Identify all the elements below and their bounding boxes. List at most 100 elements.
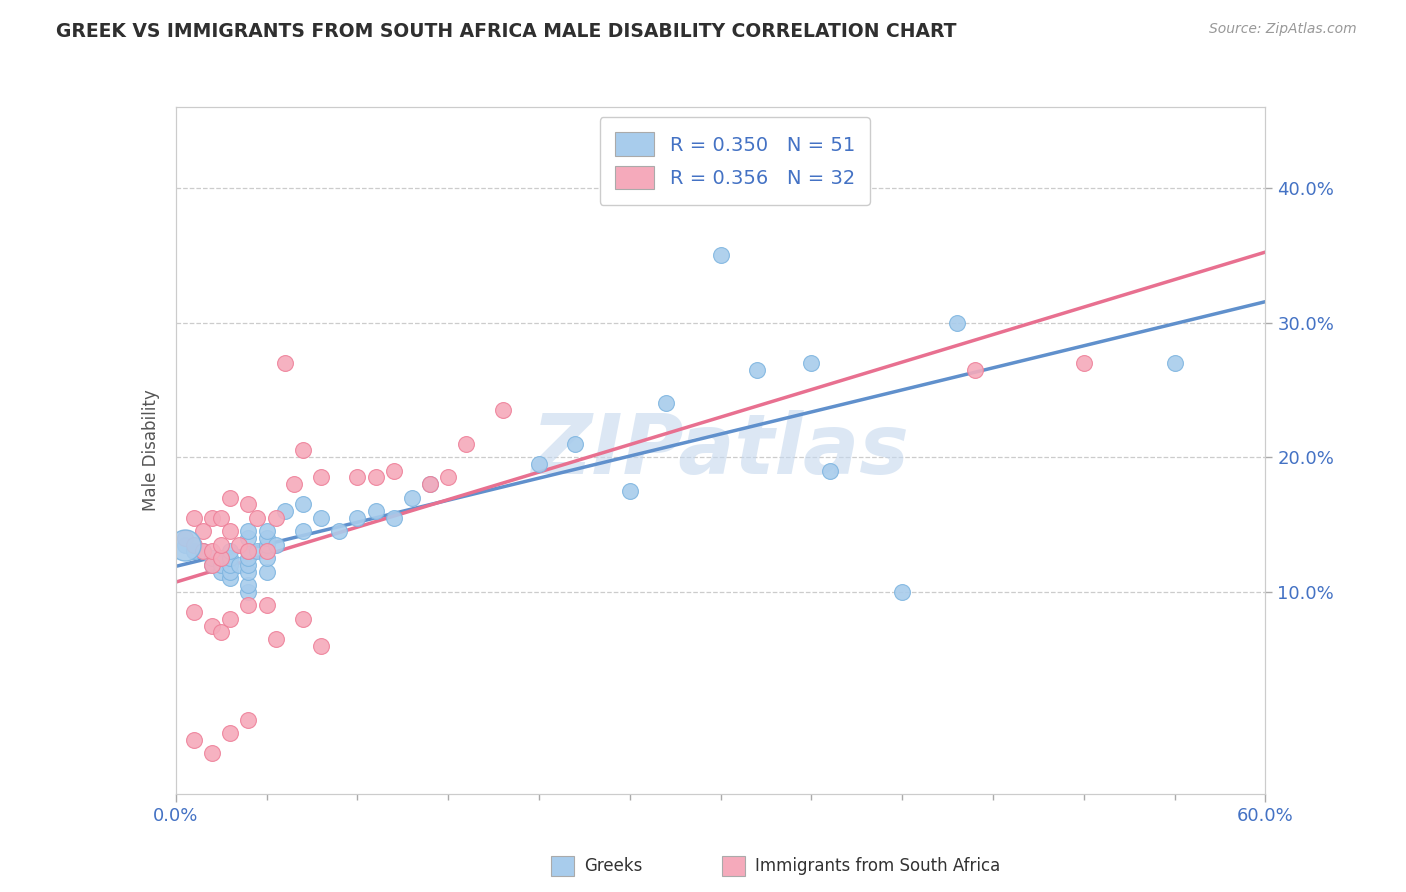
- Point: [238, 558, 260, 572]
- Point: [328, 524, 350, 539]
- Point: [492, 403, 515, 417]
- Point: [209, 551, 232, 566]
- Point: [238, 585, 260, 599]
- Point: [238, 713, 260, 727]
- Point: [655, 396, 678, 410]
- Point: [219, 551, 242, 566]
- Point: [346, 470, 368, 484]
- Point: [346, 510, 368, 524]
- Point: [209, 551, 232, 566]
- Point: [219, 726, 242, 740]
- Point: [382, 510, 405, 524]
- Point: [891, 585, 914, 599]
- Point: [264, 510, 287, 524]
- Point: [437, 470, 460, 484]
- Point: [246, 544, 269, 558]
- Point: [264, 632, 287, 646]
- Point: [419, 477, 441, 491]
- Point: [364, 504, 387, 518]
- Point: [291, 524, 314, 539]
- Point: [246, 510, 269, 524]
- Point: [238, 544, 260, 558]
- Point: [256, 538, 278, 552]
- Text: Greeks: Greeks: [583, 857, 643, 875]
- FancyBboxPatch shape: [551, 856, 574, 876]
- Point: [201, 558, 224, 572]
- Point: [201, 747, 224, 761]
- Point: [419, 477, 441, 491]
- Point: [209, 625, 232, 640]
- Point: [364, 470, 387, 484]
- Point: [219, 612, 242, 626]
- Point: [818, 464, 841, 478]
- Point: [274, 504, 297, 518]
- Point: [619, 483, 641, 498]
- Point: [183, 544, 205, 558]
- Point: [183, 510, 205, 524]
- Point: [183, 544, 205, 558]
- Point: [238, 531, 260, 545]
- Point: [201, 551, 224, 566]
- Point: [256, 599, 278, 613]
- Point: [209, 510, 232, 524]
- Point: [238, 497, 260, 511]
- Point: [456, 436, 478, 450]
- Point: [209, 565, 232, 579]
- Point: [564, 436, 586, 450]
- Point: [745, 362, 768, 376]
- Point: [173, 531, 195, 545]
- Point: [183, 733, 205, 747]
- Point: [283, 477, 305, 491]
- Point: [228, 558, 250, 572]
- Text: GREEK VS IMMIGRANTS FROM SOUTH AFRICA MALE DISABILITY CORRELATION CHART: GREEK VS IMMIGRANTS FROM SOUTH AFRICA MA…: [56, 22, 956, 41]
- Point: [219, 558, 242, 572]
- Point: [800, 356, 823, 370]
- Point: [291, 443, 314, 458]
- Point: [201, 618, 224, 632]
- Point: [309, 639, 332, 653]
- Point: [945, 316, 967, 330]
- Point: [1073, 356, 1095, 370]
- Point: [256, 531, 278, 545]
- Point: [219, 491, 242, 505]
- Point: [238, 565, 260, 579]
- Point: [291, 497, 314, 511]
- Point: [238, 578, 260, 592]
- Point: [274, 356, 297, 370]
- Point: [309, 470, 332, 484]
- Y-axis label: Male Disability: Male Disability: [142, 390, 160, 511]
- Point: [256, 551, 278, 566]
- Point: [219, 544, 242, 558]
- Point: [183, 605, 205, 619]
- Point: [191, 544, 214, 558]
- Point: [256, 544, 278, 558]
- Point: [191, 544, 214, 558]
- Point: [963, 362, 986, 376]
- Point: [191, 524, 214, 539]
- Text: ZIPatlas: ZIPatlas: [531, 410, 910, 491]
- Point: [527, 457, 550, 471]
- Point: [173, 538, 195, 552]
- Point: [264, 538, 287, 552]
- Point: [228, 538, 250, 552]
- Point: [219, 571, 242, 585]
- Point: [256, 524, 278, 539]
- Point: [219, 565, 242, 579]
- Point: [710, 248, 733, 262]
- Text: Immigrants from South Africa: Immigrants from South Africa: [755, 857, 1000, 875]
- Point: [201, 510, 224, 524]
- Point: [209, 538, 232, 552]
- Point: [219, 524, 242, 539]
- Point: [238, 551, 260, 566]
- Text: Source: ZipAtlas.com: Source: ZipAtlas.com: [1209, 22, 1357, 37]
- Point: [401, 491, 423, 505]
- Point: [256, 565, 278, 579]
- FancyBboxPatch shape: [723, 856, 745, 876]
- Point: [201, 558, 224, 572]
- Point: [1163, 356, 1185, 370]
- Point: [201, 544, 224, 558]
- Point: [291, 612, 314, 626]
- Point: [209, 558, 232, 572]
- Legend: R = 0.350   N = 51, R = 0.356   N = 32: R = 0.350 N = 51, R = 0.356 N = 32: [599, 117, 870, 205]
- Point: [382, 464, 405, 478]
